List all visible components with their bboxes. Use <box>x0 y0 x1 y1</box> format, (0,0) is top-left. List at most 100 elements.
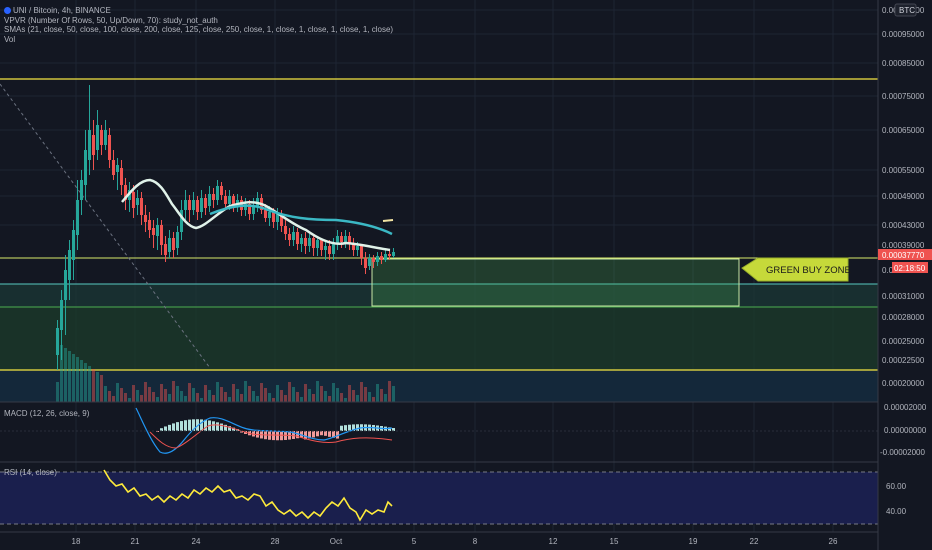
candle-body <box>60 300 63 330</box>
volume-bar <box>244 381 247 402</box>
vpvr-indicator[interactable]: VPVR (Number Of Rows, 50, Up/Down, 70): … <box>4 15 218 25</box>
candle-body <box>92 135 95 155</box>
trend-line[interactable] <box>0 83 211 369</box>
macd-bar <box>324 431 327 436</box>
volume-band <box>0 370 878 402</box>
rsi-line <box>103 469 393 522</box>
candle-body <box>84 150 87 185</box>
candle-body <box>224 196 227 204</box>
candle-body <box>376 256 379 262</box>
volume-bar <box>352 390 355 402</box>
candle-body <box>108 135 111 160</box>
volume-bar <box>388 381 391 402</box>
volume-bar <box>328 396 331 402</box>
rsi-label[interactable]: RSI (14, close) <box>4 468 57 477</box>
candle-body <box>200 198 203 212</box>
candle-body <box>316 240 319 248</box>
vol-indicator[interactable]: Vol <box>4 34 16 44</box>
volume-bar <box>240 394 243 402</box>
candle-body <box>368 258 371 266</box>
volume-bar <box>232 384 235 402</box>
volume-bar <box>140 395 143 402</box>
candle-body <box>328 246 331 254</box>
volume-bar <box>180 391 183 402</box>
macd-bar <box>216 422 219 431</box>
macd-label[interactable]: MACD (12, 26, close, 9) <box>4 409 90 418</box>
price-tick: 0.00039000 <box>882 241 925 250</box>
volume-bar <box>88 366 91 402</box>
currency-badge[interactable]: BTC <box>894 3 917 17</box>
macd-bar <box>276 431 279 441</box>
price-tick: 0.00075000 <box>882 92 925 101</box>
candle-body <box>352 244 355 250</box>
volume-bar <box>136 390 139 402</box>
macd-bar <box>192 419 195 431</box>
candle-body <box>168 238 171 252</box>
price-tick: 0.00049000 <box>882 192 925 201</box>
macd-bar <box>344 425 347 431</box>
macd-bar <box>392 428 395 431</box>
volume-bar <box>124 393 127 402</box>
macd-bar <box>188 419 191 431</box>
candle-body <box>324 246 327 250</box>
candle-body <box>72 230 75 260</box>
volume-bar <box>292 387 295 402</box>
macd-bar <box>304 431 307 440</box>
macd-bar <box>296 431 299 439</box>
volume-bar <box>336 388 339 402</box>
macd-bar <box>340 425 343 431</box>
price-tick: 0.00095000 <box>882 30 925 39</box>
candle-body <box>80 180 83 200</box>
candle-body <box>68 250 71 280</box>
candle-body <box>392 252 395 256</box>
macd-bar <box>180 421 183 431</box>
volume-bar <box>392 386 395 402</box>
volume-bar <box>92 369 95 402</box>
macd-bar <box>316 431 319 437</box>
time-tick: 22 <box>750 537 759 546</box>
candle-body <box>172 238 175 250</box>
macd-signal-line <box>149 424 393 449</box>
price-tick: 0.00043000 <box>882 221 925 230</box>
volume-bar <box>144 382 147 402</box>
candle-body <box>196 200 199 212</box>
candle-body <box>292 232 295 240</box>
macd-bar <box>220 423 223 431</box>
volume-bar <box>384 394 387 402</box>
volume-bar <box>236 389 239 402</box>
volume-bar <box>356 395 359 402</box>
candle-body <box>100 130 103 145</box>
price-tick: 0.00025000 <box>882 337 925 346</box>
buy-zone-rect[interactable] <box>371 258 740 307</box>
buy-zone-callout[interactable]: GREEN BUY ZONE <box>741 257 851 282</box>
time-tick: 24 <box>192 537 201 546</box>
symbol-title[interactable]: UNI / Bitcoin, 4h, BINANCE <box>4 6 393 16</box>
candle-body <box>308 238 311 246</box>
candle-body <box>156 225 159 236</box>
volume-bar <box>340 393 343 402</box>
candle-body <box>64 270 67 300</box>
time-tick: 15 <box>610 537 619 546</box>
candle-body <box>144 215 147 222</box>
candle-body <box>116 165 119 172</box>
candle-body <box>56 328 59 355</box>
candle-body <box>344 236 347 242</box>
volume-bar <box>264 388 267 402</box>
volume-bar <box>360 382 363 402</box>
volume-bar <box>160 384 163 402</box>
candle-body <box>96 125 99 150</box>
volume-bar <box>308 389 311 402</box>
macd-bar <box>328 431 331 437</box>
candle-body <box>312 238 315 248</box>
volume-bar <box>100 375 103 402</box>
candle-body <box>112 160 115 175</box>
volume-bar <box>96 372 99 402</box>
candle-body <box>132 192 135 208</box>
volume-bar <box>376 384 379 402</box>
volume-bar <box>212 395 215 402</box>
smas-indicator[interactable]: SMAs (21, close, 50, close, 100, close, … <box>4 25 394 34</box>
volume-bar <box>344 398 347 402</box>
macd-bar <box>312 431 315 438</box>
macd-bar <box>228 426 231 431</box>
